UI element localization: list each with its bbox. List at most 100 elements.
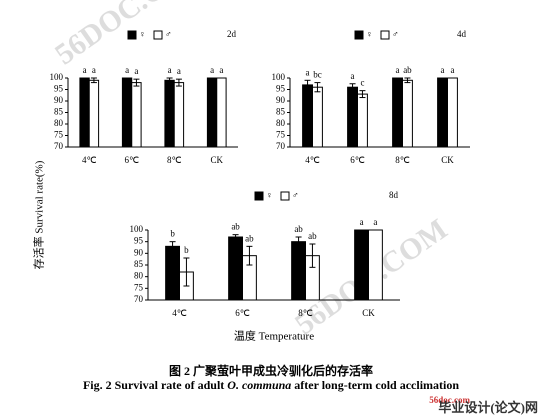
panel-title: 2d xyxy=(227,29,237,39)
legend-label: ♀ xyxy=(366,29,373,39)
y-tick-label: 75 xyxy=(134,282,144,292)
legend-swatch xyxy=(127,30,137,40)
significance-letter: ab xyxy=(308,231,317,241)
significance-letter: a xyxy=(210,65,214,75)
y-tick-label: 95 xyxy=(54,84,64,94)
bar xyxy=(354,229,370,301)
caption-cn: 图 2 广聚萤叶甲成虫冷驯化后的存活率 xyxy=(169,363,373,378)
bar xyxy=(347,86,359,148)
significance-letter: a xyxy=(450,65,454,75)
y-tick-label: 70 xyxy=(276,141,286,151)
x-tick-label: 8℃ xyxy=(298,308,313,318)
significance-letter: a xyxy=(92,65,96,75)
x-tick-label: 6℃ xyxy=(350,155,365,165)
significance-letter: ab xyxy=(231,222,240,232)
y-tick-label: 75 xyxy=(54,130,64,140)
significance-letter: b xyxy=(170,229,175,239)
bar xyxy=(368,229,383,301)
significance-letter: a xyxy=(177,66,181,76)
bar xyxy=(88,79,100,148)
legend-label: ♀ xyxy=(266,190,273,200)
bar xyxy=(164,79,175,148)
panel-title: 8d xyxy=(389,190,399,200)
x-tick-label: CK xyxy=(362,308,375,318)
x-axis-label: 温度 Temperature xyxy=(234,329,314,343)
bar xyxy=(121,77,133,148)
significance-letter: a xyxy=(396,65,400,75)
bar xyxy=(357,93,368,148)
bar xyxy=(447,77,458,148)
bar xyxy=(131,82,142,148)
y-tick-label: 80 xyxy=(134,271,144,281)
y-tick-label: 100 xyxy=(272,72,286,82)
significance-letter: b xyxy=(184,245,189,255)
bar xyxy=(173,82,185,148)
x-tick-label: 4℃ xyxy=(82,155,97,165)
legend-swatch xyxy=(380,30,390,40)
y-tick-label: 75 xyxy=(276,130,286,140)
caption-en: Fig. 2 Survival rate of adult O. communa… xyxy=(83,378,459,392)
legend-label: ♂ xyxy=(292,190,299,200)
significance-letter: ab xyxy=(294,224,303,234)
logo-text: 毕业设计(论文)网 xyxy=(438,400,538,415)
legend-label: ♂ xyxy=(165,29,172,39)
significance-letter: ab xyxy=(245,233,254,243)
significance-letter: c xyxy=(360,78,364,88)
significance-letter: ab xyxy=(403,65,412,75)
significance-letter: a xyxy=(134,66,138,76)
y-tick-label: 80 xyxy=(54,118,64,128)
bar xyxy=(216,77,227,148)
x-tick-label: 6℃ xyxy=(235,308,250,318)
bar xyxy=(79,77,90,148)
significance-letter: a xyxy=(351,71,355,81)
panel-title: 4d xyxy=(457,29,467,39)
significance-letter: a xyxy=(306,67,310,77)
y-tick-label: 100 xyxy=(50,72,64,82)
bar xyxy=(291,241,307,301)
x-tick-label: CK xyxy=(210,155,223,165)
y-tick-label: 85 xyxy=(54,107,64,117)
y-tick-label: 90 xyxy=(276,95,286,105)
y-tick-label: 95 xyxy=(276,84,286,94)
significance-letter: a xyxy=(125,65,129,75)
bar xyxy=(437,77,449,148)
legend-swatch xyxy=(153,30,163,40)
caption-species: O. communa xyxy=(227,378,291,392)
bar xyxy=(165,245,180,301)
bar xyxy=(392,77,404,148)
x-tick-label: 8℃ xyxy=(395,155,410,165)
x-tick-label: 6℃ xyxy=(124,155,139,165)
bar xyxy=(312,86,323,148)
y-tick-label: 95 xyxy=(134,236,144,246)
significance-letter: a xyxy=(360,217,364,227)
legend-swatch xyxy=(280,191,290,201)
bar xyxy=(228,236,243,301)
caption-text: Fig. 2 Survival rate of adult xyxy=(83,378,227,392)
x-tick-label: 4℃ xyxy=(305,155,320,165)
legend-swatch xyxy=(354,30,364,40)
y-tick-label: 85 xyxy=(276,107,286,117)
significance-letter: a xyxy=(441,65,445,75)
y-tick-label: 70 xyxy=(54,141,64,151)
caption-text: after long-term cold acclimation xyxy=(291,378,459,392)
significance-letter: a xyxy=(83,65,87,75)
bar xyxy=(302,84,314,148)
legend-label: ♀ xyxy=(139,29,146,39)
y-tick-label: 90 xyxy=(134,247,144,257)
x-tick-label: 4℃ xyxy=(172,308,187,318)
legend-label: ♂ xyxy=(392,29,399,39)
bar xyxy=(206,77,218,148)
y-tick-label: 80 xyxy=(276,118,286,128)
x-tick-label: CK xyxy=(441,155,454,165)
significance-letter: a xyxy=(168,65,172,75)
bar xyxy=(402,79,413,148)
y-tick-label: 70 xyxy=(134,294,144,304)
y-tick-label: 85 xyxy=(134,259,144,269)
y-tick-label: 90 xyxy=(54,95,64,105)
significance-letter: a xyxy=(219,65,223,75)
logo-site: 56doc.com xyxy=(429,395,470,405)
legend-swatch xyxy=(254,191,264,201)
y-axis-label: 存活率 Survival rate(%) xyxy=(32,160,46,269)
significance-letter: bc xyxy=(313,70,322,80)
y-tick-label: 100 xyxy=(130,224,144,234)
